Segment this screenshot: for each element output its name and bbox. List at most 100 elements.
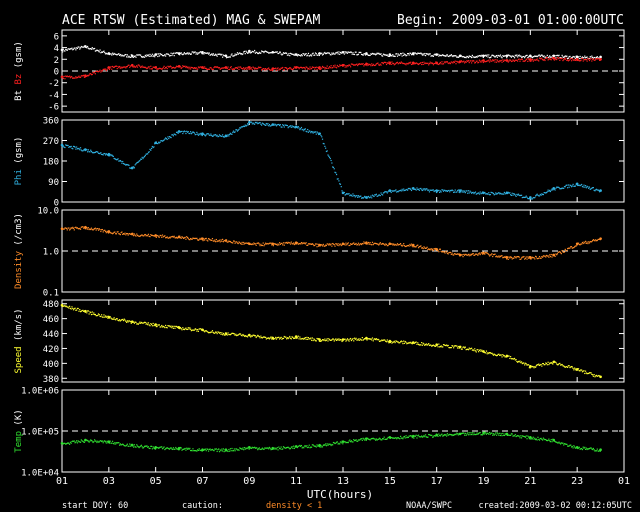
data-dot	[546, 54, 548, 56]
data-dot	[222, 450, 224, 452]
data-dot	[278, 244, 280, 246]
data-dot	[98, 441, 100, 443]
data-dot	[465, 57, 467, 59]
data-dot	[318, 67, 320, 69]
data-dot	[265, 122, 267, 125]
data-dot	[303, 447, 305, 449]
data-dot	[395, 437, 397, 439]
data-dot	[581, 57, 583, 60]
data-dot	[423, 54, 425, 56]
data-dot	[330, 159, 332, 162]
data-dot	[441, 189, 443, 191]
data-dot	[327, 340, 329, 342]
data-dot	[231, 53, 233, 55]
data-dot	[146, 445, 148, 447]
data-dot	[382, 243, 385, 245]
data-dot	[291, 336, 293, 338]
data-dot	[83, 441, 86, 443]
data-dot	[584, 55, 586, 57]
data-dot	[500, 354, 502, 356]
data-dot	[518, 361, 520, 363]
data-dot	[254, 243, 256, 245]
data-dot	[176, 52, 178, 54]
data-dot	[280, 67, 282, 69]
data-dot	[282, 52, 285, 54]
data-dot	[154, 56, 156, 58]
data-dot	[424, 434, 427, 436]
data-dot	[153, 447, 155, 449]
data-dot	[142, 55, 144, 58]
data-dot	[377, 195, 379, 197]
data-dot	[320, 444, 322, 447]
data-dot	[279, 243, 281, 245]
data-dot	[393, 55, 395, 57]
data-dot	[359, 195, 361, 197]
data-dot	[211, 449, 213, 451]
data-dot	[385, 62, 387, 64]
data-dot	[241, 448, 243, 450]
data-dot	[153, 235, 155, 237]
data-dot	[517, 435, 520, 437]
data-dot	[115, 65, 117, 67]
data-dot	[250, 67, 253, 69]
data-dot	[142, 447, 144, 449]
data-dot	[67, 48, 69, 50]
data-dot	[332, 441, 335, 444]
data-dot	[158, 68, 160, 70]
y-axis-label-speed: Speed (km/s)	[14, 308, 24, 373]
data-dot	[393, 190, 395, 192]
data-dot	[375, 194, 377, 196]
data-dot	[544, 59, 546, 62]
data-dot	[95, 151, 97, 153]
data-dot	[286, 338, 288, 340]
data-point-density	[177, 235, 181, 239]
data-dot	[489, 433, 491, 435]
data-dot	[539, 193, 541, 196]
data-dot	[397, 244, 399, 246]
data-dot	[237, 242, 239, 245]
data-dot	[185, 66, 187, 69]
data-point-temp	[177, 446, 181, 450]
data-point-bz	[60, 75, 64, 79]
data-dot	[417, 342, 419, 344]
data-dot	[463, 191, 465, 193]
data-dot	[180, 52, 182, 54]
data-dot	[104, 315, 107, 317]
data-dot	[401, 245, 403, 247]
data-dot	[209, 448, 211, 450]
data-dot	[307, 338, 309, 341]
data-dot	[158, 55, 160, 57]
data-dot	[410, 341, 412, 343]
data-dot	[403, 245, 406, 247]
data-dot	[478, 193, 481, 195]
data-dot	[384, 190, 386, 193]
data-dot	[94, 47, 96, 50]
data-dot	[284, 67, 286, 69]
data-dot	[97, 152, 100, 154]
data-dot	[345, 340, 347, 342]
data-dot	[566, 366, 568, 368]
data-dot	[485, 60, 488, 63]
data-dot	[193, 449, 196, 452]
data-dot	[140, 54, 142, 56]
data-dot	[123, 163, 125, 165]
data-dot	[403, 436, 405, 438]
data-dot	[147, 446, 149, 448]
data-dot	[93, 72, 95, 74]
data-point-speed	[84, 309, 87, 313]
data-dot	[97, 151, 99, 153]
data-dot	[197, 68, 199, 70]
data-dot	[378, 244, 380, 246]
data-dot	[86, 228, 89, 230]
data-dot	[121, 318, 123, 321]
data-dot	[558, 54, 560, 56]
data-dot	[322, 142, 324, 145]
data-dot	[409, 342, 411, 344]
data-dot	[169, 136, 171, 138]
data-point-bt	[84, 45, 87, 48]
data-dot	[558, 186, 560, 189]
data-dot	[405, 245, 407, 248]
data-dot	[234, 334, 236, 336]
data-dot	[258, 243, 260, 245]
data-dot	[174, 67, 176, 69]
